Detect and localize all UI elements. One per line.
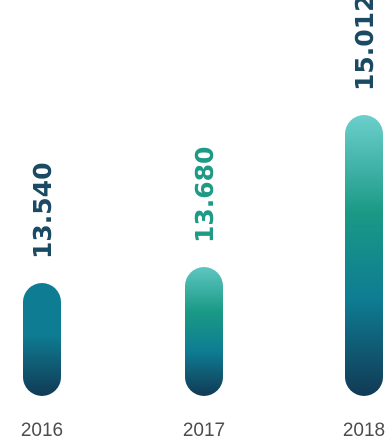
x-tick-label-2018: 2018 bbox=[343, 420, 385, 439]
x-axis-ticks: 2016 2017 2018 bbox=[21, 420, 385, 439]
bar-2018 bbox=[345, 115, 383, 396]
x-tick-label-2017: 2017 bbox=[183, 420, 225, 439]
data-label-2016: 13.540 bbox=[28, 163, 57, 259]
x-tick-label-2016: 2016 bbox=[21, 420, 63, 439]
bar-2016 bbox=[23, 283, 61, 396]
bars-group bbox=[23, 115, 383, 396]
data-label-2017: 13.680 bbox=[190, 147, 219, 243]
bar-2017 bbox=[185, 267, 223, 396]
data-label-2018: 15.012 bbox=[350, 0, 379, 91]
data-labels-group: 13.540 13.680 15.012 bbox=[28, 0, 379, 259]
